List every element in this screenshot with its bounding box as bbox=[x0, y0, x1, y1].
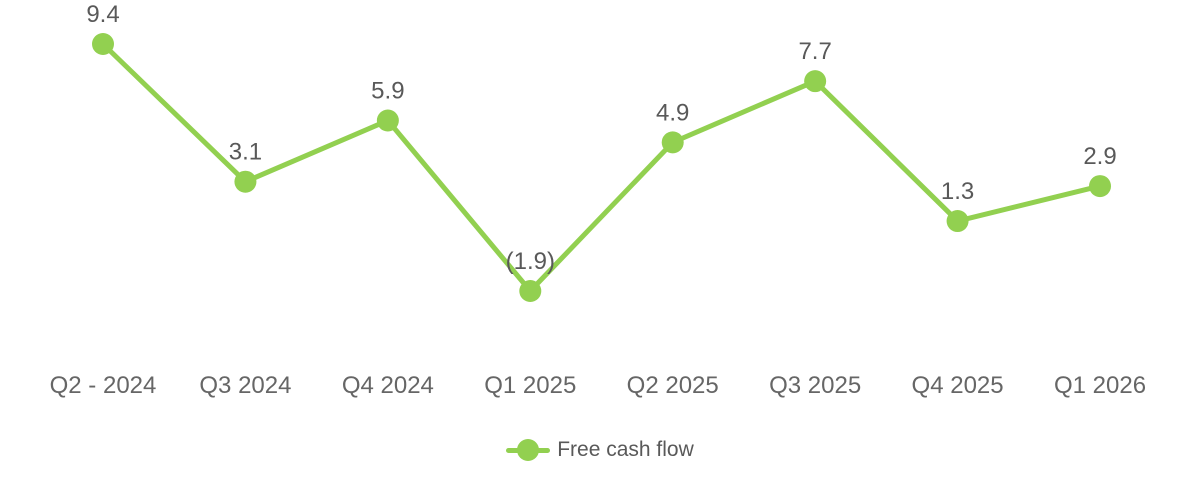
x-axis-label: Q4 2024 bbox=[342, 372, 434, 399]
chart-plot-area: 9.4 Q2 - 2024 3.1 Q3 2024 5.9 Q4 2024 (1.9) Q1 … bbox=[50, 1, 1146, 399]
x-axis-label: Q3 2024 bbox=[199, 372, 291, 399]
data-point-marker bbox=[1089, 175, 1112, 198]
data-label: 9.4 bbox=[86, 1, 119, 28]
data-point-marker bbox=[519, 280, 542, 302]
data-label: 5.9 bbox=[371, 78, 404, 105]
data-point-marker bbox=[92, 33, 114, 55]
legend-label: Free cash flow bbox=[557, 438, 694, 461]
series-line bbox=[100, 41, 1103, 294]
data-label: 4.9 bbox=[656, 99, 689, 126]
data-label: 3.1 bbox=[229, 139, 262, 166]
chart-legend: Free cash flow bbox=[0, 439, 1200, 461]
data-label: 1.3 bbox=[941, 178, 974, 205]
x-axis-label: Q1 2026 bbox=[1054, 372, 1146, 399]
data-point-marker bbox=[234, 170, 257, 193]
data-point-marker bbox=[376, 109, 399, 132]
data-point-marker bbox=[946, 210, 969, 233]
x-axis-label: Q2 2025 bbox=[627, 372, 719, 399]
data-label: 2.9 bbox=[1083, 143, 1116, 170]
data-label: 7.7 bbox=[798, 38, 831, 65]
data-point-marker bbox=[804, 70, 827, 93]
x-axis-label: Q2 - 2024 bbox=[50, 372, 157, 399]
x-axis-label: Q1 2025 bbox=[484, 372, 576, 399]
data-label: (1.9) bbox=[506, 248, 555, 275]
x-axis-label: Q4 2025 bbox=[912, 372, 1004, 399]
data-point-marker bbox=[661, 131, 684, 154]
legend-series-marker-icon bbox=[506, 439, 551, 461]
legend-dot-icon bbox=[517, 439, 540, 461]
x-axis-label: Q3 2025 bbox=[769, 372, 861, 399]
